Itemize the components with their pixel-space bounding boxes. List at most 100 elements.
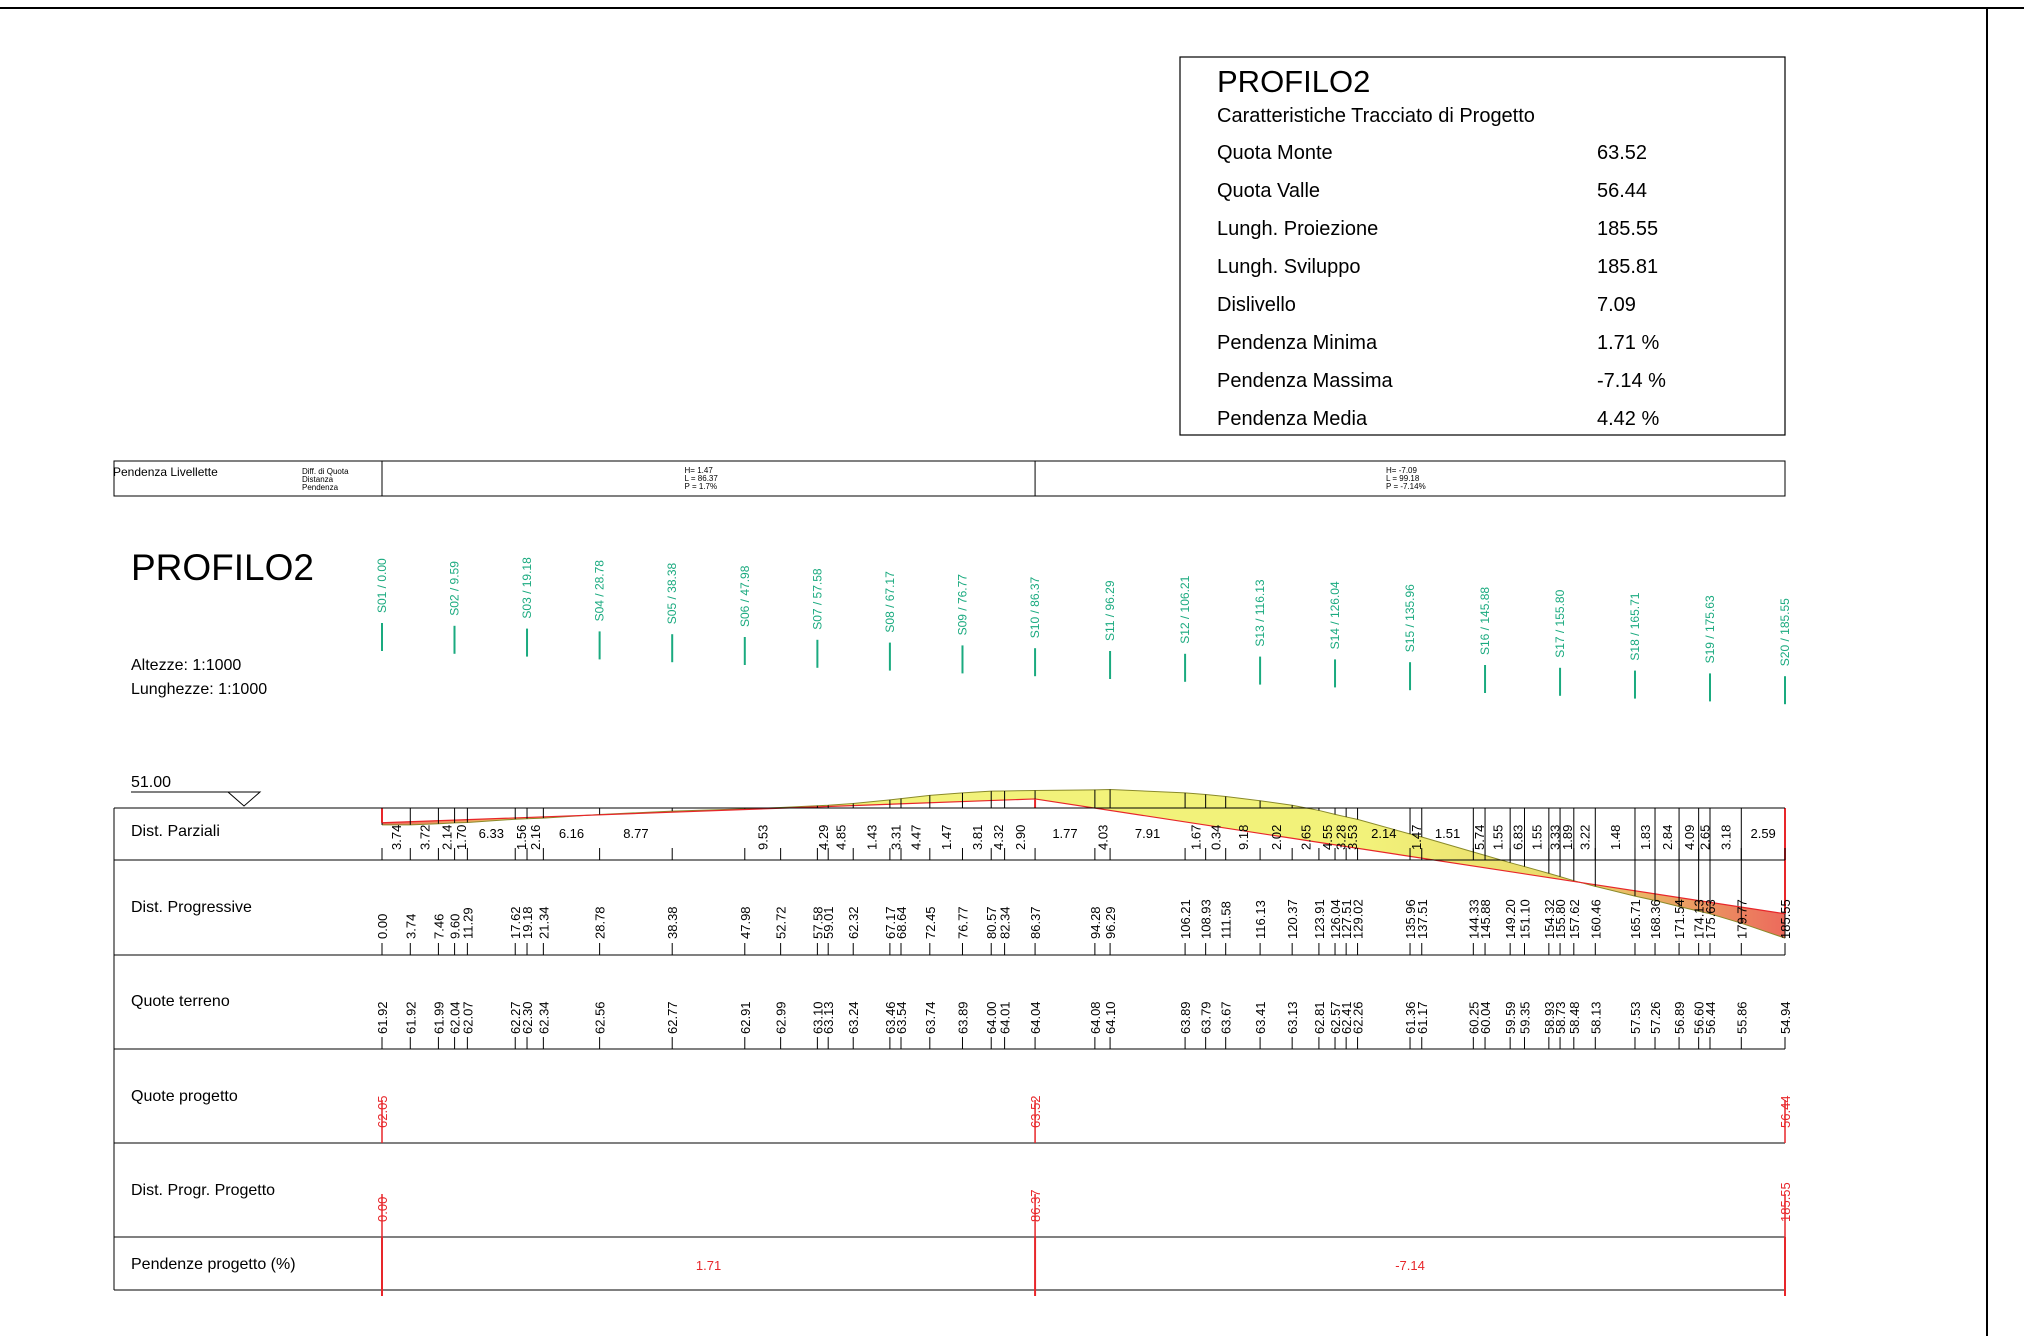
scale-lengths: Lunghezze: 1:1000	[131, 681, 267, 698]
dist-parziale-value: 3.72	[417, 825, 432, 850]
dist-progr-progetto-value: 0.00	[375, 1197, 390, 1222]
livelletta-text: P = -7.14%	[1386, 482, 1426, 491]
livelletta-text: H= 1.47	[685, 466, 714, 475]
dist-progressive-value: 151.10	[1518, 899, 1533, 939]
dist-parziale-value: 3.31	[888, 825, 903, 850]
quota-terreno-value: 64.00	[984, 1001, 999, 1034]
dist-progressive-value: 111.58	[1219, 901, 1234, 939]
station-label: S05 / 38.38	[665, 562, 679, 624]
quota-terreno-value: 62.57	[1328, 1001, 1343, 1034]
dist-progressive-value: 68.64	[894, 906, 909, 939]
dist-progressive-value: 116.13	[1253, 900, 1268, 939]
quota-terreno-value: 56.89	[1672, 1001, 1687, 1034]
dist-parziale-value: 4.32	[991, 825, 1006, 850]
quota-terreno-value: 58.48	[1567, 1001, 1582, 1034]
design-line	[381, 798, 1786, 915]
datum-triangle-icon	[226, 791, 262, 807]
dist-parziale-value: 1.83	[1638, 825, 1653, 850]
summary-row-value: 7.09	[1597, 294, 1636, 316]
station-markers: S01 / 0.00 S02 / 9.59 S03 / 19.18 S04 / 28.…	[375, 557, 1792, 705]
summary-row-label: Lungh. Proiezione	[1217, 218, 1378, 240]
quota-terreno-value: 57.53	[1628, 1001, 1643, 1034]
dist-parziale-value: 1.47	[939, 825, 954, 850]
quota-terreno-value: 63.41	[1253, 1001, 1268, 1034]
quota-terreno-value: 57.26	[1648, 1001, 1663, 1034]
dist-parziale-value: 3.18	[1719, 825, 1734, 850]
quota-terreno-value: 63.24	[846, 1001, 861, 1034]
quota-terreno-value: 63.46	[883, 1001, 898, 1034]
dist-progressive-value: 47.98	[738, 906, 753, 939]
summary-title: PROFILO2	[1217, 64, 1370, 99]
dist-progressive-value: 21.34	[536, 906, 551, 939]
quota-terreno-value: 62.34	[536, 1001, 551, 1034]
dist-progressive-value: 67.17	[883, 906, 898, 939]
dist-parziale-value: 1.89	[1560, 825, 1575, 850]
summary-row-value: 56.44	[1597, 180, 1647, 202]
quota-terreno-value: 62.27	[508, 1001, 523, 1034]
quota-terreno-value: 58.93	[1542, 1001, 1557, 1034]
dist-progressive-value: 154.32	[1542, 899, 1557, 939]
quota-terreno-value: 58.73	[1553, 1001, 1568, 1034]
table-values: 0.00 61.92 3.74 61.92 7.46 61.99 9.60 62.04 11.2…	[375, 825, 1793, 1296]
dist-progressive-value: 19.18	[520, 906, 535, 939]
quota-terreno-value: 61.99	[431, 1001, 446, 1034]
station-label: S13 / 116.13	[1253, 579, 1267, 646]
dist-progressive-value: 129.02	[1351, 899, 1366, 939]
dist-progressive-value: 76.77	[955, 906, 970, 939]
livellette-label: Pendenza Livellette	[113, 465, 218, 479]
row-label-dist-progressive: Dist. Progressive	[131, 899, 252, 916]
quota-terreno-value: 63.54	[894, 1001, 909, 1034]
dist-progressive-value: 106.21	[1178, 899, 1193, 939]
dist-progressive-value: 145.88	[1478, 899, 1493, 939]
dist-parziale-value: 4.03	[1095, 825, 1110, 850]
quota-terreno-value: 63.79	[1199, 1001, 1214, 1034]
summary-row-label: Lungh. Sviluppo	[1217, 256, 1360, 278]
dist-parziale-value: 3.53	[1345, 825, 1360, 850]
quota-terreno-value: 61.17	[1415, 1001, 1430, 1034]
dist-parziale-value: 3.28	[1334, 825, 1349, 850]
dist-parziale-value: 4.55	[1320, 825, 1335, 850]
dist-progressive-value: 127.51	[1339, 899, 1354, 939]
summary-row-label: Quota Valle	[1217, 180, 1320, 202]
dist-parziale-value: 1.56	[514, 825, 529, 850]
dist-progressive-value: 11.29	[460, 907, 475, 939]
quota-terreno-value: 63.89	[1178, 1001, 1193, 1034]
station-label: S01 / 0.00	[375, 558, 389, 613]
datum-label: 51.00	[131, 774, 171, 791]
profile-title: PROFILO2	[131, 547, 314, 588]
dist-progressive-value: 157.62	[1567, 899, 1582, 939]
quota-terreno-value: 62.91	[738, 1001, 753, 1034]
dist-progressive-value: 7.46	[431, 914, 446, 939]
row-label-pendenze-progetto: Pendenze progetto (%)	[131, 1256, 296, 1273]
quota-terreno-value: 56.44	[1703, 1001, 1718, 1034]
dist-parziale-value: 6.16	[559, 826, 584, 841]
dist-progressive-value: 17.62	[508, 906, 523, 939]
station-label: S02 / 9.59	[448, 561, 462, 616]
quota-terreno-value: 63.67	[1219, 1001, 1234, 1034]
summary-row-value: 63.52	[1597, 142, 1647, 164]
quota-terreno-value: 60.25	[1466, 1001, 1481, 1034]
quota-terreno-value: 63.13	[1285, 1001, 1300, 1034]
dist-progressive-value: 120.37	[1285, 899, 1300, 939]
dist-parziale-value: 1.48	[1608, 825, 1623, 850]
station-label: S15 / 135.96	[1403, 584, 1417, 652]
quota-terreno-value: 58.13	[1588, 1001, 1603, 1034]
summary-row-value: 185.55	[1597, 218, 1658, 240]
quota-terreno-value: 61.36	[1403, 1001, 1418, 1034]
dist-progressive-value: 108.93	[1199, 899, 1214, 939]
dist-parziale-value: 2.84	[1660, 825, 1675, 850]
dist-progressive-value: 135.96	[1403, 899, 1418, 939]
dist-parziale-value: 7.91	[1135, 826, 1160, 841]
dist-parziale-value: 4.09	[1682, 825, 1697, 850]
station-label: S03 / 19.18	[520, 557, 534, 619]
pendenza-progetto-value: -7.14	[1395, 1258, 1425, 1273]
dist-progressive-value: 175.63	[1703, 899, 1718, 939]
dist-progr-progetto-value: 185.55	[1778, 1182, 1793, 1222]
dist-parziale-value: 1.43	[865, 825, 880, 850]
summary-rows: Quota Monte 63.52 Quota Valle 56.44 Lungh. P…	[1217, 142, 1666, 430]
dist-parziale-value: 1.70	[454, 825, 469, 850]
row-label-dist-parziali: Dist. Parziali	[131, 823, 220, 840]
station-label: S08 / 67.17	[883, 571, 897, 633]
quota-terreno-value: 59.59	[1503, 1001, 1518, 1034]
dist-progressive-value: 96.29	[1103, 906, 1118, 939]
